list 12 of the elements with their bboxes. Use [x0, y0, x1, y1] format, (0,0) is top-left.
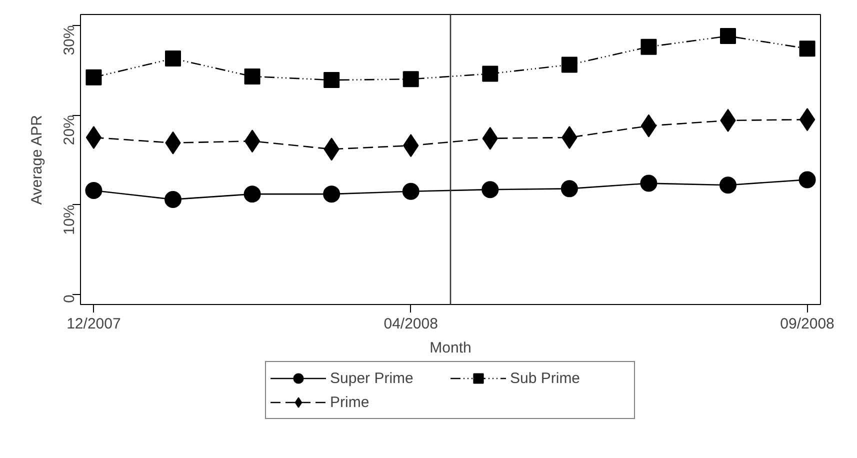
- x-tick-label: 09/2008: [780, 316, 834, 332]
- y-axis-title: Average APR: [28, 114, 46, 205]
- legend-label: Super Prime: [330, 368, 414, 388]
- legend-label: Sub Prime: [510, 368, 582, 388]
- y-tick-label: 10%: [61, 204, 78, 235]
- y-tick-label: 20%: [61, 115, 78, 146]
- x-tick-label: 04/2008: [384, 316, 438, 332]
- y-tick-label: 30%: [61, 25, 78, 56]
- legend-label: Prime: [330, 392, 370, 412]
- y-tick-label: 0: [61, 294, 78, 303]
- x-tick-label: 12/2007: [66, 316, 121, 332]
- x-axis-title: Month: [430, 340, 472, 356]
